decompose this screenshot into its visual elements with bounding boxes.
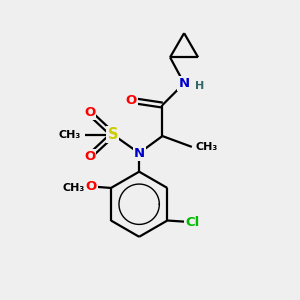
Text: N: N — [134, 147, 145, 160]
Text: O: O — [84, 106, 95, 119]
Text: CH₃: CH₃ — [59, 130, 81, 140]
Text: H: H — [195, 82, 204, 92]
Text: O: O — [85, 180, 96, 193]
Text: S: S — [108, 127, 118, 142]
Text: O: O — [84, 150, 95, 163]
Text: N: N — [178, 77, 190, 90]
Text: Cl: Cl — [185, 216, 199, 229]
Text: O: O — [126, 94, 137, 107]
Text: CH₃: CH₃ — [196, 142, 218, 152]
Text: CH₃: CH₃ — [63, 183, 85, 193]
